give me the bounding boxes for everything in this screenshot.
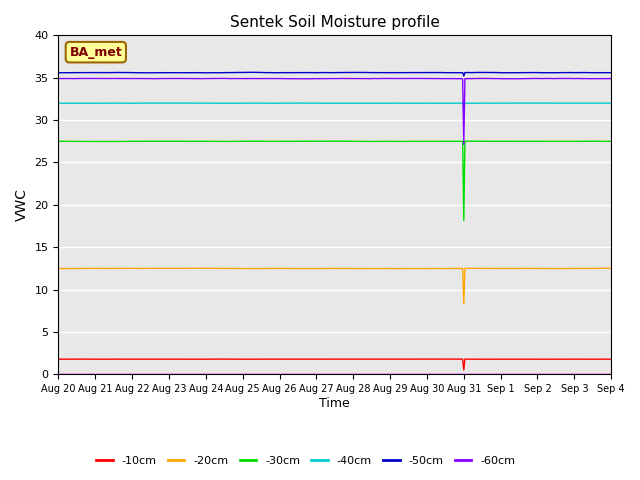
Legend: Rain: Rain <box>92 479 150 480</box>
-40cm <box>460 105 468 110</box>
-40cm <box>309 100 317 106</box>
-10cm <box>317 356 324 362</box>
-60cm <box>607 76 615 82</box>
-10cm <box>54 356 62 362</box>
-50cm <box>54 70 62 75</box>
Rain <box>591 372 599 377</box>
Rain <box>591 372 598 377</box>
-60cm <box>324 76 332 82</box>
-60cm <box>309 76 317 82</box>
-10cm <box>324 356 332 362</box>
-40cm <box>83 100 90 106</box>
-50cm <box>83 70 90 75</box>
-50cm <box>490 70 498 75</box>
-10cm <box>490 356 498 362</box>
-50cm <box>251 70 259 75</box>
-20cm <box>83 265 90 271</box>
-10cm <box>592 356 600 362</box>
-60cm <box>592 76 600 82</box>
-30cm <box>460 217 468 223</box>
-20cm <box>202 265 209 271</box>
-60cm <box>460 142 468 147</box>
-20cm <box>592 265 600 271</box>
Line: -30cm: -30cm <box>58 141 611 220</box>
Rain <box>607 372 615 377</box>
-50cm <box>607 70 615 75</box>
-30cm <box>83 139 90 144</box>
-40cm <box>490 100 498 106</box>
Line: -10cm: -10cm <box>58 359 611 370</box>
X-axis label: Time: Time <box>319 397 350 410</box>
-30cm <box>591 138 599 144</box>
-20cm <box>607 265 615 271</box>
-40cm <box>180 100 188 106</box>
-20cm <box>324 265 332 271</box>
-30cm <box>592 138 600 144</box>
-60cm <box>83 75 90 81</box>
-40cm <box>54 100 62 106</box>
-50cm <box>591 70 599 75</box>
Line: -40cm: -40cm <box>58 103 611 108</box>
-20cm <box>490 265 498 271</box>
-30cm <box>607 138 615 144</box>
Line: -20cm: -20cm <box>58 268 611 303</box>
-50cm <box>324 70 332 75</box>
-40cm <box>607 100 615 106</box>
-10cm <box>607 356 615 362</box>
-30cm <box>554 138 562 144</box>
Rain <box>308 372 316 377</box>
Text: BA_met: BA_met <box>70 46 122 59</box>
-20cm <box>460 300 468 306</box>
-20cm <box>309 265 317 271</box>
-10cm <box>308 356 316 362</box>
-40cm <box>324 100 332 106</box>
-40cm <box>591 100 599 106</box>
Rain <box>54 372 62 377</box>
-60cm <box>54 76 62 82</box>
-30cm <box>54 138 62 144</box>
-60cm <box>171 75 179 81</box>
Line: -50cm: -50cm <box>58 72 611 76</box>
-50cm <box>592 70 600 75</box>
-30cm <box>308 138 316 144</box>
-30cm <box>490 138 498 144</box>
Rain <box>490 372 497 377</box>
-30cm <box>323 138 331 144</box>
Title: Sentek Soil Moisture profile: Sentek Soil Moisture profile <box>230 15 440 30</box>
-20cm <box>54 265 62 271</box>
-60cm <box>490 76 498 82</box>
Rain <box>83 372 90 377</box>
Line: -60cm: -60cm <box>58 78 611 144</box>
-50cm <box>460 73 468 79</box>
Y-axis label: VWC: VWC <box>15 188 29 221</box>
-20cm <box>591 265 599 271</box>
-10cm <box>83 356 90 362</box>
-60cm <box>591 76 599 82</box>
-10cm <box>460 367 468 373</box>
Rain <box>323 372 331 377</box>
-50cm <box>309 70 317 75</box>
-40cm <box>592 100 600 106</box>
-10cm <box>591 356 599 362</box>
